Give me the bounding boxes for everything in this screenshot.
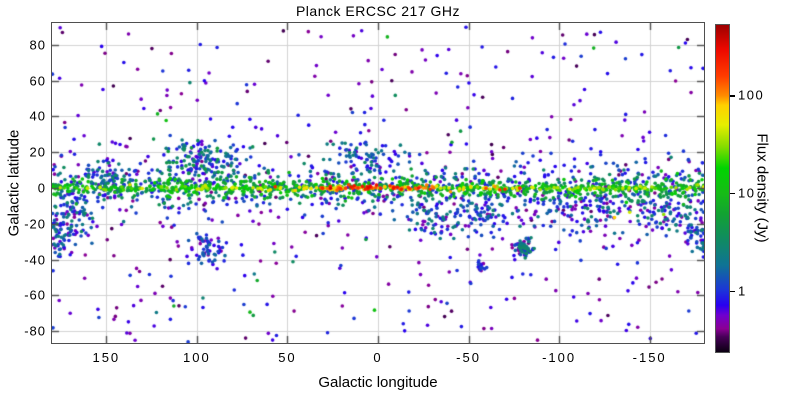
y-tick-label: -60	[24, 287, 46, 303]
x-tick-label: -150	[632, 350, 667, 365]
y-tick-label: 60	[29, 73, 46, 89]
colorbar-tick-label: 100	[738, 87, 765, 103]
x-tick-label: 150	[92, 350, 121, 365]
x-axis-title: Galactic longitude	[318, 374, 438, 391]
y-tick-label: 40	[29, 108, 46, 124]
y-tick-label: 80	[29, 37, 46, 53]
colorbar-tick	[730, 95, 735, 97]
colorbar-title: Flux density (Jy)	[753, 133, 771, 243]
x-tick-label: 0	[373, 350, 383, 365]
x-tick-label: 50	[278, 350, 297, 365]
colorbar-tick-label: 10	[738, 185, 756, 201]
y-tick-label: -40	[24, 252, 46, 268]
colorbar-tick	[730, 290, 735, 293]
chart-title: Planck ERCSC 217 GHz	[295, 3, 461, 19]
x-tick-label: 100	[183, 350, 211, 365]
colorbar-tick-label: 1	[738, 283, 747, 299]
x-tick-label: -50	[456, 350, 481, 365]
y-tick-label: 0	[37, 180, 46, 196]
y-axis-title: Galactic latitude	[5, 129, 23, 237]
colorbar-tick	[730, 192, 735, 195]
colorbar	[715, 24, 730, 353]
y-tick-label: -20	[24, 216, 46, 232]
scatter-plot-canvas	[52, 23, 704, 343]
y-tick-label: 20	[29, 144, 46, 160]
x-tick-label: -100	[542, 350, 577, 365]
y-tick-label: -80	[24, 323, 46, 339]
